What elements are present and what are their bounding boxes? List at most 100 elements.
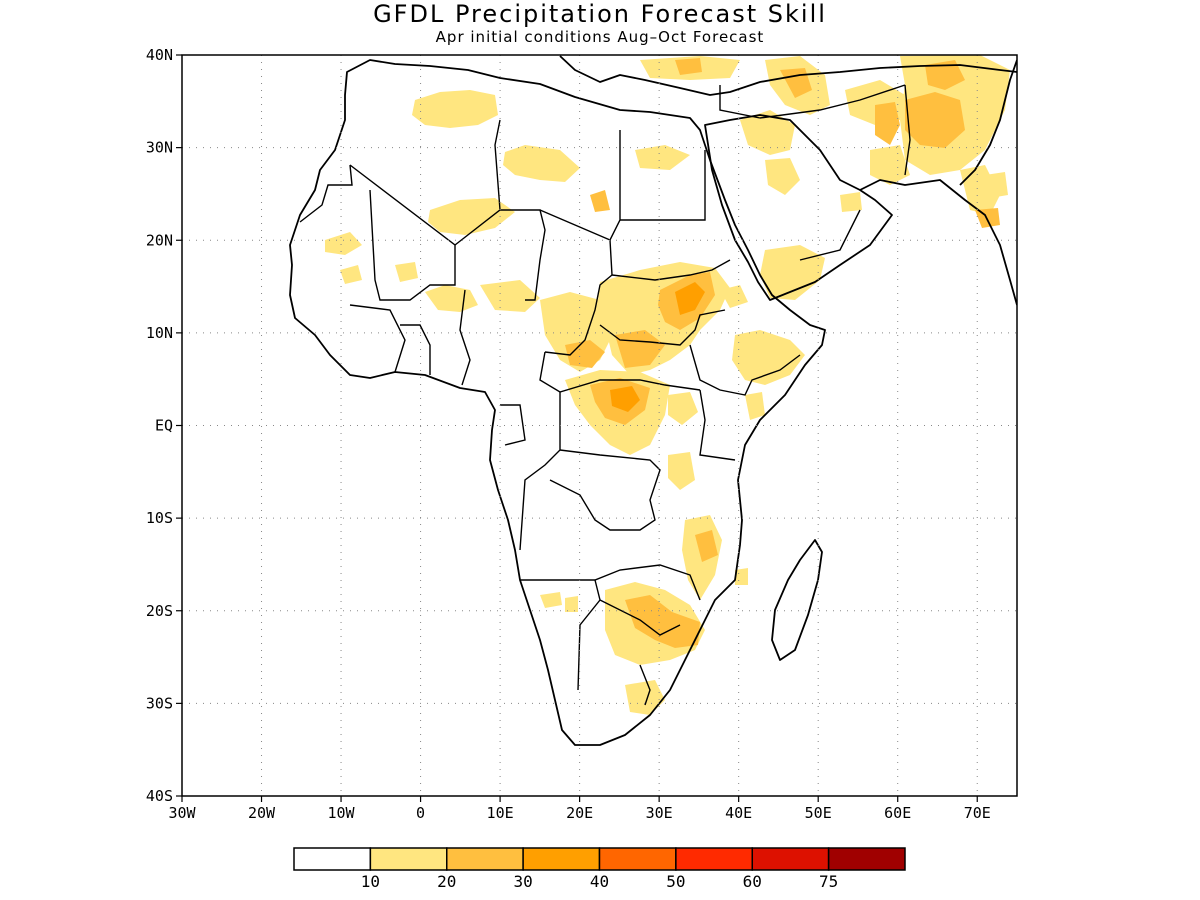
skill-region — [732, 330, 805, 385]
border — [500, 404, 526, 446]
colorbar: 10 20 30 40 50 60 75 — [293, 847, 906, 891]
lat-tick-label: 20S — [146, 602, 173, 620]
border — [719, 85, 761, 119]
border — [459, 289, 471, 386]
lon-tick-label: 20E — [566, 804, 593, 822]
country-borders — [299, 84, 911, 706]
skill-region — [412, 90, 498, 128]
skill-region — [668, 392, 698, 425]
border — [759, 84, 906, 119]
skill-region — [615, 330, 665, 368]
lat-tick-label: 10N — [146, 324, 173, 342]
lon-tick-label: 40E — [725, 804, 752, 822]
border — [904, 84, 911, 176]
colorbar-swatch — [827, 847, 906, 871]
africa-coastline — [289, 59, 826, 746]
colorbar-swatch — [293, 847, 372, 871]
longitude-axis: 30W 20W 10W 0 10E 20E 30E 40E 50E 60E 70E — [168, 796, 991, 822]
skill-region — [590, 190, 610, 212]
lat-tick-label: 30N — [146, 139, 173, 157]
lat-tick-label: EQ — [155, 417, 173, 435]
lon-tick-label: 70E — [964, 804, 991, 822]
skill-region — [425, 285, 478, 312]
lon-tick-label: 30E — [646, 804, 673, 822]
skill-region — [765, 158, 800, 195]
colorbar-label: 75 — [819, 872, 838, 891]
border — [799, 209, 861, 261]
skill-region — [635, 145, 690, 170]
colorbar-label: 10 — [361, 872, 380, 891]
skill-region — [675, 282, 705, 315]
colorbar-label: 50 — [666, 872, 685, 891]
lat-tick-label: 10S — [146, 509, 173, 527]
border — [611, 259, 731, 281]
skill-region — [875, 102, 900, 145]
skill-region — [905, 92, 965, 148]
lon-tick-label: 30W — [168, 804, 196, 822]
border — [599, 309, 726, 346]
lon-tick-label: 10E — [487, 804, 514, 822]
colorbar-label: 20 — [437, 872, 456, 891]
madagascar-coastline — [771, 539, 823, 661]
border — [577, 579, 601, 691]
lon-tick-label: 0 — [416, 804, 425, 822]
colorbar-label: 30 — [513, 872, 532, 891]
border — [494, 119, 501, 211]
asia-coastline — [859, 59, 1017, 306]
arabia-coastline — [704, 114, 893, 301]
lat-tick-label: 40N — [146, 46, 173, 64]
latitude-axis: 40N 30N 20N 10N EQ 10S 20S 30S 40S — [146, 46, 182, 805]
border — [639, 664, 651, 706]
colorbar-label: 40 — [590, 872, 609, 891]
skill-region — [695, 530, 718, 562]
colorbar-swatch — [598, 847, 677, 871]
skill-region — [428, 198, 515, 235]
colorbar-swatch — [675, 847, 753, 871]
border — [520, 564, 701, 601]
skill-region — [675, 58, 702, 75]
border — [349, 304, 406, 373]
border — [519, 392, 561, 551]
coastlines — [289, 55, 1017, 746]
colorbar-swatch — [751, 847, 830, 871]
border — [299, 164, 353, 223]
skill-region — [760, 245, 825, 300]
skill-region — [740, 110, 795, 155]
lon-tick-label: 10W — [328, 804, 356, 822]
skill-region — [840, 192, 862, 212]
skill-region — [395, 262, 418, 282]
europe-coastline — [559, 55, 1017, 96]
skill-region — [340, 265, 362, 284]
skill-region — [540, 592, 562, 608]
colorbar-swatch — [369, 847, 448, 871]
skill-region — [325, 232, 362, 255]
lat-tick-label: 20N — [146, 231, 173, 249]
skill-region — [625, 595, 700, 648]
border — [689, 344, 801, 396]
colorbar-label: 60 — [743, 872, 762, 891]
lat-tick-label: 30S — [146, 694, 173, 712]
lat-tick-label: 40S — [146, 787, 173, 805]
skill-shading — [325, 55, 1010, 715]
border — [699, 389, 736, 461]
skill-region — [565, 596, 578, 612]
skill-region — [565, 340, 605, 368]
skill-region — [720, 285, 748, 308]
border — [539, 130, 621, 241]
skill-region — [610, 386, 640, 412]
skill-region — [480, 280, 540, 312]
skill-region — [870, 145, 910, 185]
colorbar-swatch — [446, 847, 524, 871]
border — [599, 599, 681, 636]
page-title: GFDL Precipitation Forecast Skill — [373, 0, 827, 28]
border — [549, 449, 661, 531]
colorbar-swatch — [522, 847, 601, 871]
skill-region — [668, 452, 695, 490]
page-subtitle: Apr initial conditions Aug–Oct Forecast — [435, 28, 765, 46]
lon-tick-label: 20W — [248, 804, 276, 822]
border — [400, 324, 431, 375]
border — [349, 164, 456, 301]
skill-region — [985, 172, 1008, 198]
border — [539, 351, 701, 393]
